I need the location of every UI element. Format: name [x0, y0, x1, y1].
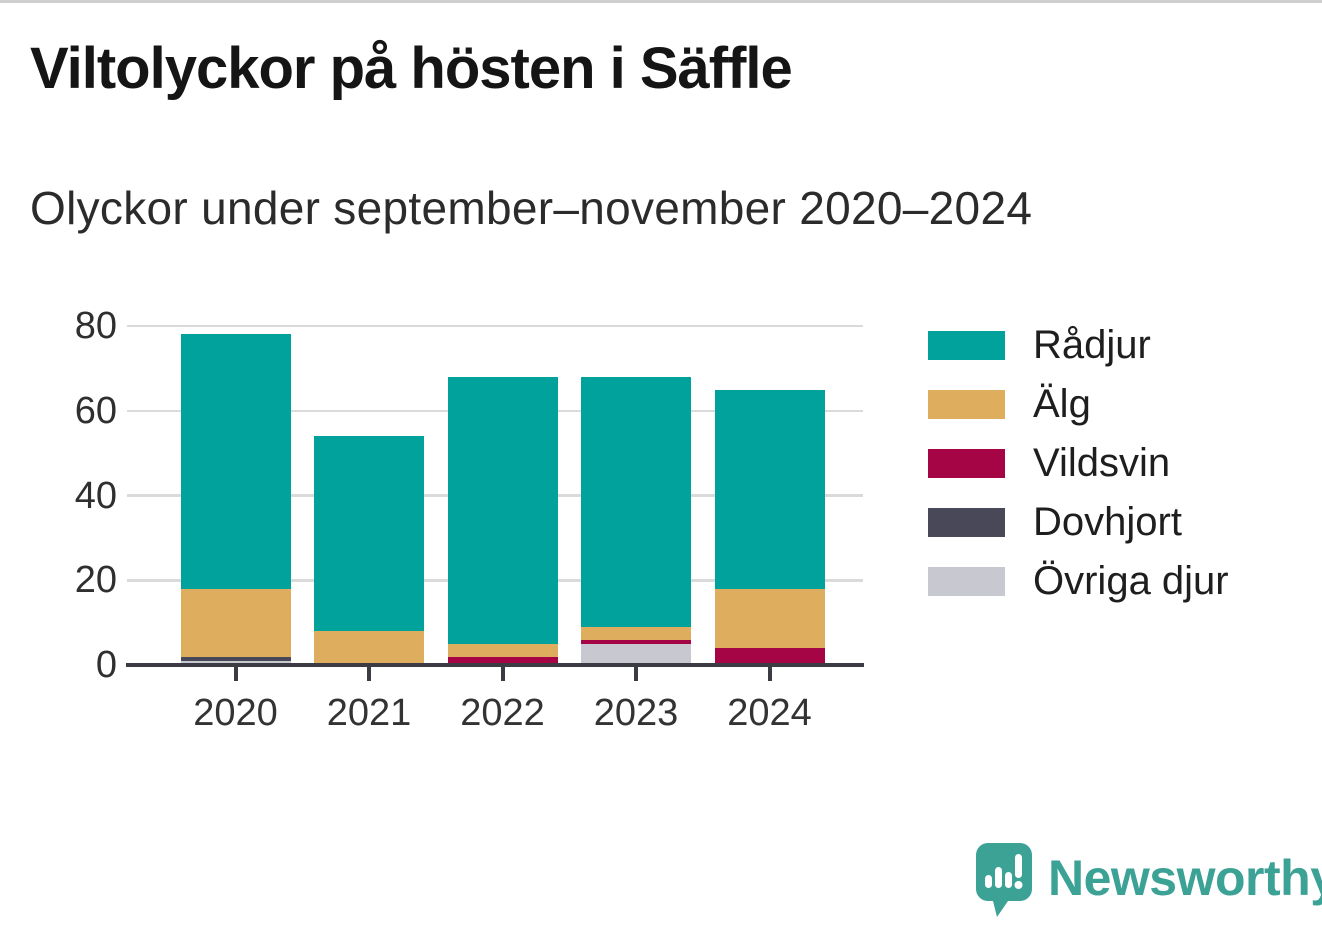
bar-segment-2022-Älg: [447, 643, 558, 657]
x-axis-label-2022: 2022: [460, 692, 545, 734]
legend-item-Älg: Älg: [928, 382, 1229, 426]
legend-label: Älg: [1033, 382, 1091, 426]
legend-label: Rådjur: [1033, 323, 1151, 367]
bar-segment-2023-Övriga djur: [581, 643, 691, 665]
y-axis-tick-label: 40: [74, 474, 117, 517]
bar-segment-2023-Älg: [581, 626, 691, 640]
newsworthy-logo-text: Newsworthy: [1048, 850, 1322, 906]
top-border: [0, 0, 1322, 3]
bar-segment-2021-Älg: [314, 631, 424, 665]
chart-title: Viltolyckor på hösten i Säffle: [30, 36, 793, 101]
legend-item-Dovhjort: Dovhjort: [928, 500, 1229, 544]
legend-swatch-icon: [928, 567, 1005, 596]
y-axis-tick-label: 20: [74, 559, 117, 602]
newsworthy-logo: Newsworthy: [976, 843, 1322, 917]
legend-swatch-icon: [928, 390, 1005, 419]
legend-item-Vildsvin: Vildsvin: [928, 441, 1229, 485]
x-axis-label-2023: 2023: [593, 692, 679, 734]
legend-swatch-icon: [928, 449, 1005, 478]
bar-segment-2024-Vildsvin: [714, 648, 825, 665]
legend-swatch-icon: [928, 508, 1005, 537]
x-axis-tick-2020: [233, 667, 238, 681]
x-axis-line: [126, 662, 864, 667]
legend-label: Vildsvin: [1033, 441, 1171, 485]
x-axis-label-2021: 2021: [326, 692, 412, 734]
bar-segment-2024-Rådjur: [714, 389, 825, 589]
bar-segment-2022-Vildsvin: [447, 656, 558, 665]
bar-segment-2020-Dovhjort: [180, 656, 291, 661]
bar-segment-2020-Älg: [180, 588, 291, 657]
gridline-y80: [127, 324, 863, 328]
bar-segment-2023-Rådjur: [581, 376, 691, 627]
x-axis-tick-2023: [634, 667, 638, 681]
x-axis-tick-2021: [367, 667, 371, 681]
y-axis-tick-label: 0: [95, 644, 117, 686]
x-axis-label-2024: 2024: [727, 692, 812, 734]
x-axis-label-2020: 2020: [193, 692, 278, 734]
x-axis-tick-2022: [500, 667, 505, 681]
y-axis-tick-label: 60: [74, 389, 117, 432]
x-axis-tick-2024: [767, 667, 772, 681]
bar-segment-2020-Rådjur: [180, 334, 291, 589]
legend-item-Rådjur: Rådjur: [928, 323, 1229, 367]
legend: Rådjur Älg Vildsvin Dovhjort Övriga djur: [928, 323, 1229, 626]
bar-segment-2021-Rådjur: [314, 436, 424, 632]
chart-subtitle: Olyckor under september–november 2020–20…: [30, 182, 1033, 234]
legend-label: Dovhjort: [1033, 500, 1182, 544]
y-axis-tick-label: 80: [74, 305, 117, 347]
newsworthy-chart-bubble-icon: [976, 843, 1032, 917]
bar-segment-2023-Vildsvin: [581, 639, 691, 644]
legend-item-Övriga djur: Övriga djur: [928, 559, 1229, 603]
bar-segment-2024-Älg: [714, 588, 825, 649]
legend-label: Övriga djur: [1033, 559, 1229, 603]
legend-swatch-icon: [928, 331, 1005, 360]
bar-segment-2022-Rådjur: [447, 376, 558, 644]
